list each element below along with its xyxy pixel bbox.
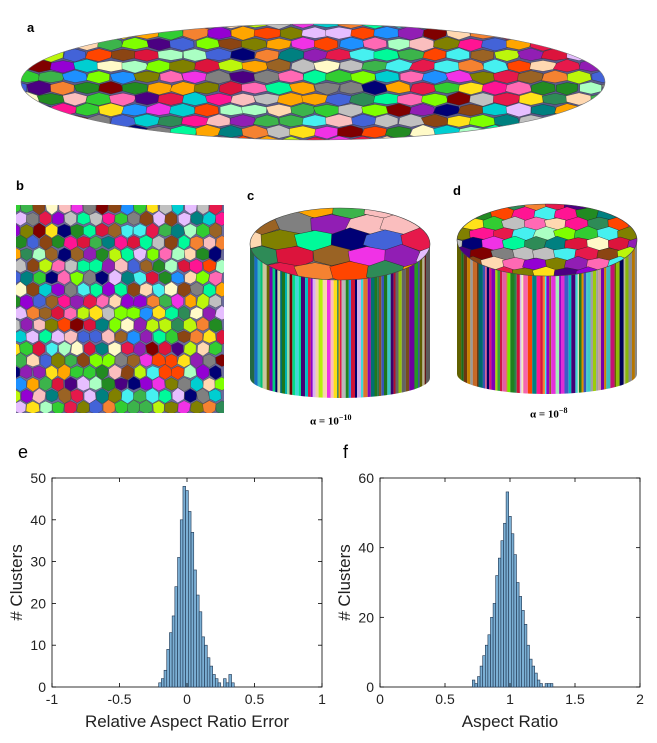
histogram-bar xyxy=(547,683,551,688)
y-tick-label: 0 xyxy=(366,679,374,695)
histogram-bar xyxy=(479,665,484,688)
alpha-caption-d: α = 10−8 xyxy=(530,406,567,421)
y-tick-label: 0 xyxy=(38,679,46,695)
panel-label-f: f xyxy=(343,442,349,462)
histogram-bar xyxy=(508,516,512,688)
histogram-bar xyxy=(231,682,235,688)
y-tick-label: 60 xyxy=(358,470,374,486)
histogram-bar xyxy=(505,491,510,688)
x-tick-label: -1 xyxy=(46,691,59,707)
histogram-bar xyxy=(158,682,162,688)
y-axis-label: # Clusters xyxy=(335,544,354,621)
histogram-bar xyxy=(485,644,489,688)
histogram-bar xyxy=(534,672,538,688)
histogram-bar xyxy=(171,615,176,688)
histogram-bar xyxy=(498,557,502,688)
x-tick-label: 0 xyxy=(183,691,191,707)
panel-label-d: d xyxy=(453,183,461,198)
x-tick-label: 2 xyxy=(636,691,644,707)
histogram-bar xyxy=(179,519,184,688)
alpha-caption-c-exponent: −10 xyxy=(338,413,352,422)
x-axis-label: Aspect Ratio xyxy=(462,712,558,731)
histogram-bar xyxy=(482,655,486,688)
histogram-bar xyxy=(500,540,504,688)
histogram-bar xyxy=(193,569,197,688)
histogram-bar xyxy=(161,678,165,688)
histogram-bar xyxy=(495,575,499,688)
histogram-bar xyxy=(477,676,481,688)
alpha-caption-c: α = 10−10 xyxy=(310,413,351,428)
histogram-bar xyxy=(526,644,530,688)
x-tick-label: 0.5 xyxy=(435,691,455,707)
histogram-bar xyxy=(215,678,219,688)
histogram-bar xyxy=(490,617,494,688)
histogram-bar xyxy=(177,557,181,688)
alpha-caption-c-text: α = 10 xyxy=(310,415,339,428)
histogram-bar xyxy=(474,683,478,688)
cylinder-image-low-alpha xyxy=(249,207,431,398)
histogram-bar xyxy=(228,674,232,688)
histogram-bar xyxy=(518,596,523,688)
histogram-bar xyxy=(513,554,517,688)
x-tick-label: 0.5 xyxy=(245,691,265,707)
histogram-bar xyxy=(198,611,203,688)
y-tick-label: 40 xyxy=(30,512,46,528)
grain-map-image xyxy=(16,205,224,413)
histogram-bar xyxy=(223,678,227,688)
histogram-bar xyxy=(166,649,170,688)
histogram-bar xyxy=(487,634,491,688)
histogram-bar xyxy=(550,683,554,688)
histogram-bar xyxy=(472,679,476,688)
y-tick-label: 20 xyxy=(30,595,46,611)
histogram-bar xyxy=(201,636,205,688)
histogram-bar xyxy=(190,532,195,688)
y-tick-label: 50 xyxy=(30,470,46,486)
panel-label-e: e xyxy=(18,442,29,462)
histogram-bar xyxy=(188,511,192,688)
histogram-bar xyxy=(537,679,541,688)
histogram-bar xyxy=(206,657,211,688)
histogram-bar xyxy=(524,624,528,688)
y-axis-label: # Clusters xyxy=(7,544,26,621)
histogram-bar xyxy=(217,682,222,688)
histogram-bar xyxy=(174,586,178,688)
histogram-bar xyxy=(209,665,213,688)
histogram-bar xyxy=(196,594,200,688)
panel-label-c: c xyxy=(247,188,255,203)
histogram-bar xyxy=(169,632,173,688)
histogram-bar xyxy=(185,490,189,688)
x-tick-label: -0.5 xyxy=(107,691,131,707)
disk-grain-image xyxy=(20,23,606,141)
histogram-bar xyxy=(539,683,543,688)
histogram-bar xyxy=(511,533,515,688)
histogram-bar xyxy=(529,658,533,688)
y-tick-label: 10 xyxy=(30,637,46,653)
y-tick-label: 40 xyxy=(358,540,374,556)
alpha-caption-d-exponent: −8 xyxy=(558,406,568,415)
y-tick-label: 20 xyxy=(358,609,374,625)
alpha-caption-d-text: α = 10 xyxy=(530,408,559,421)
histogram-bar xyxy=(492,603,497,688)
cylinder-image-high-alpha xyxy=(456,203,638,394)
histogram-bar xyxy=(531,665,536,688)
histogram-bar xyxy=(521,610,525,688)
x-axis-label: Relative Aspect Ratio Error xyxy=(85,712,289,731)
y-tick-label: 30 xyxy=(30,554,46,570)
x-tick-label: 1.5 xyxy=(565,691,585,707)
histogram-bar xyxy=(516,582,520,688)
histogram-bar xyxy=(503,522,507,688)
x-tick-label: 0 xyxy=(376,691,384,707)
histogram-bar xyxy=(204,644,208,688)
x-tick-label: 1 xyxy=(318,691,326,707)
histogram-bar xyxy=(163,669,168,688)
histogram-bar xyxy=(544,683,549,688)
panel-label-a: a xyxy=(27,20,35,35)
histogram-bar xyxy=(182,486,186,688)
histogram-bar xyxy=(212,674,216,688)
panel-label-b: b xyxy=(16,178,24,193)
histogram-bar xyxy=(225,682,230,688)
x-tick-label: 1 xyxy=(506,691,514,707)
